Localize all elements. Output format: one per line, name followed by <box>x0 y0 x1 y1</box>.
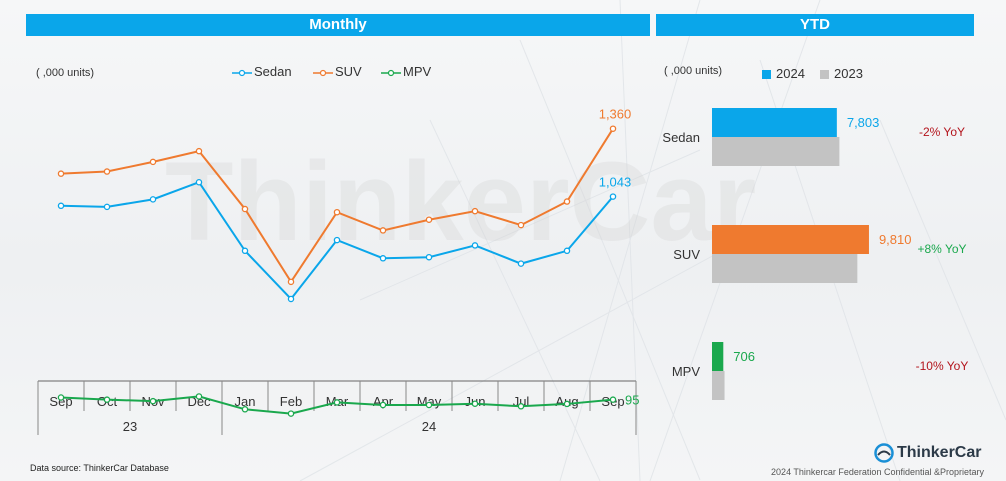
legend-2023-swatch <box>820 70 829 80</box>
data-point-suv <box>563 198 571 205</box>
legend-2023-label: 2023 <box>834 66 863 81</box>
value-label-2024: 7,803 <box>847 115 880 130</box>
data-point-sedan <box>517 260 525 267</box>
bar-2024-suv <box>712 225 869 254</box>
data-point-mpv <box>287 410 295 417</box>
end-value-label: 1,360 <box>599 107 632 122</box>
data-point-suv <box>517 221 525 229</box>
yoy-label: +8% YoY <box>917 242 966 256</box>
copyright: 2024 Thinkercar Federation Confidential … <box>771 467 984 477</box>
x-tick-label: Feb <box>280 394 302 409</box>
data-point-mpv <box>471 400 479 407</box>
legend-mpv-marker <box>381 69 401 76</box>
legend-sedan-label: Sedan <box>254 64 292 79</box>
data-point-mpv <box>195 393 203 400</box>
data-point-suv <box>241 205 249 213</box>
data-point-mpv <box>241 406 249 413</box>
data-point-sedan <box>609 193 617 200</box>
data-point-sedan <box>241 247 249 255</box>
data-point-sedan <box>563 247 571 255</box>
data-source: Data source: ThinkerCar Database <box>30 463 169 473</box>
legend-mpv: MPV <box>381 64 431 79</box>
bar-2023-suv <box>712 254 858 283</box>
data-point-suv <box>333 208 341 216</box>
ytd-header: YTD <box>656 14 974 36</box>
year-label: 23 <box>123 419 137 434</box>
legend-2024-label: 2024 <box>776 66 805 81</box>
data-point-suv <box>195 147 203 155</box>
bar-2023-mpv <box>712 371 725 400</box>
legend-2023: 2023 <box>820 66 863 81</box>
data-point-mpv <box>57 394 65 401</box>
ytd-bar-chart: Sedan 7,803 -2% YoY SUV 9,810 +8% YoY MPV 706 -1… <box>662 108 969 400</box>
data-point-suv <box>425 216 433 223</box>
watermark: ThinkerCar <box>165 139 756 264</box>
data-point-suv <box>57 170 65 177</box>
bar-2023-sedan <box>712 137 840 166</box>
monthly-line-chart: SepOctNovDecJanFebMarAprMayJunJulAugSep2… <box>37 107 639 435</box>
data-point-sedan <box>195 178 203 186</box>
value-label-2024: 9,810 <box>879 232 912 247</box>
data-point-suv <box>287 278 295 286</box>
category-label: Sedan <box>662 130 700 145</box>
data-point-suv <box>103 168 111 175</box>
bar-2024-mpv <box>712 342 724 371</box>
end-value-label: 1,043 <box>599 175 632 190</box>
legend-mpv-label: MPV <box>403 64 432 79</box>
yoy-label: -2% YoY <box>919 125 965 139</box>
data-point-mpv <box>149 397 157 405</box>
end-value-label: 95 <box>625 393 639 408</box>
category-label: SUV <box>673 247 700 262</box>
data-point-mpv <box>103 396 111 403</box>
brand-logo: ThinkerCar <box>874 443 981 463</box>
data-point-sedan <box>57 202 65 210</box>
data-point-sedan <box>287 295 295 303</box>
data-point-mpv <box>379 401 387 409</box>
data-point-mpv <box>517 403 525 410</box>
legend-suv-label: SUV <box>335 64 362 79</box>
x-tick-label: Jan <box>235 394 256 409</box>
data-point-sedan <box>471 242 479 249</box>
data-point-sedan <box>333 236 341 244</box>
data-point-suv <box>149 158 157 166</box>
legend-sedan: Sedan <box>232 64 292 79</box>
data-point-mpv <box>563 400 571 408</box>
data-point-suv <box>609 125 617 132</box>
yoy-label: -10% YoY <box>916 359 969 373</box>
legend-2024: 2024 <box>762 66 805 81</box>
category-label: MPV <box>672 364 701 379</box>
legend-2024-swatch <box>762 70 771 80</box>
monthly-unit-label: ( ,000 units) <box>36 67 95 79</box>
data-point-suv <box>471 207 479 215</box>
data-point-mpv <box>425 401 433 409</box>
data-point-suv <box>379 227 387 234</box>
legend-sedan-marker <box>232 69 252 76</box>
legend-suv: SUV <box>313 64 362 79</box>
brand-icon <box>874 443 894 463</box>
data-point-mpv <box>609 396 617 403</box>
data-point-sedan <box>425 253 433 261</box>
legend-suv-marker <box>313 69 333 76</box>
data-point-sedan <box>379 255 387 262</box>
data-point-sedan <box>103 203 111 211</box>
data-point-mpv <box>333 399 341 406</box>
value-label-2024: 706 <box>733 349 755 364</box>
year-label: 24 <box>422 419 436 434</box>
data-point-sedan <box>149 196 157 203</box>
ytd-unit-label: ( ,000 units) <box>664 65 723 77</box>
monthly-header: Monthly <box>26 14 650 36</box>
bar-2024-sedan <box>712 108 837 137</box>
brand-name: ThinkerCar <box>897 444 982 462</box>
